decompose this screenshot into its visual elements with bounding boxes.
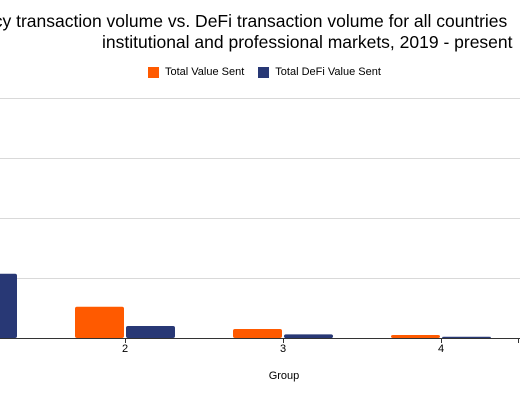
legend-label-total-value-sent: Total Value Sent <box>165 66 245 78</box>
bar-total-value-sent-group-2 <box>75 306 124 338</box>
bar-total-defi-value-sent-group-1 <box>0 273 17 338</box>
legend-item-total-value-sent: Total Value Sent <box>148 66 244 78</box>
chart-title-line-2: institutional and professional markets, … <box>102 32 513 52</box>
bar-total-defi-value-sent-group-2 <box>126 326 175 338</box>
bar-total-value-sent-group-4 <box>391 335 440 338</box>
legend-swatch-total-value-sent <box>148 66 159 78</box>
bar-total-value-sent-group-3 <box>233 329 282 338</box>
x-tick-label-2: 2 <box>122 343 128 355</box>
chart-title-line-1: ncy transaction volume vs. DeFi transact… <box>0 11 508 31</box>
legend: Total Value Sent Total DeFi Value Sent <box>148 66 381 78</box>
x-axis-title: Group <box>269 370 300 382</box>
legend-swatch-total-defi-value-sent <box>258 66 270 78</box>
legend-label-total-defi-value-sent: Total DeFi Value Sent <box>275 66 381 78</box>
bar-total-defi-value-sent-group-3 <box>284 334 333 338</box>
legend-item-total-defi-value-sent: Total DeFi Value Sent <box>258 66 381 78</box>
bar-total-defi-value-sent-group-4 <box>442 336 491 338</box>
x-tick-label-3: 3 <box>280 343 286 355</box>
x-tick-label-4: 4 <box>438 343 444 355</box>
